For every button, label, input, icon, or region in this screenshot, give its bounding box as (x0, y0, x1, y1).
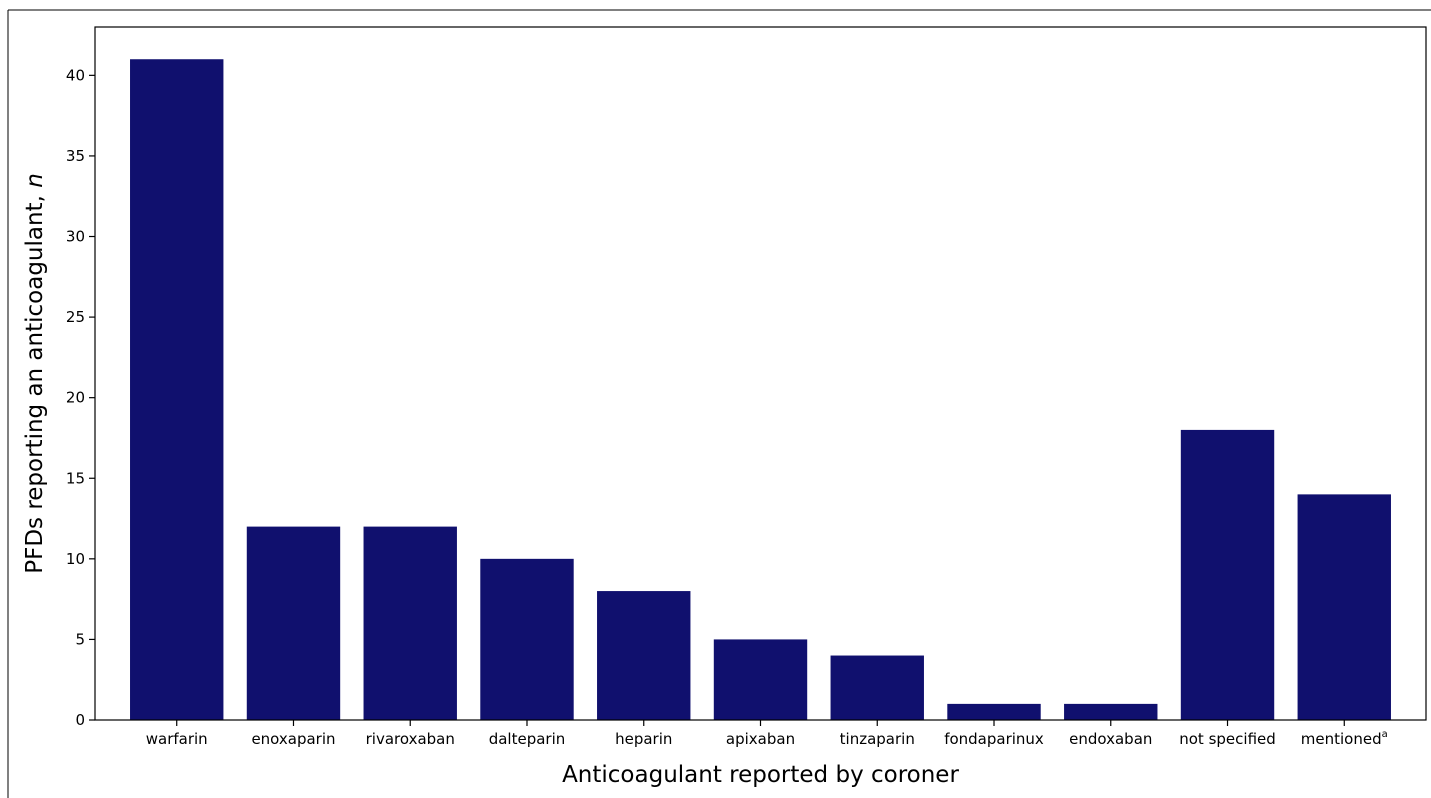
x-tick-label: not specified (1179, 730, 1276, 748)
y-tick-label: 10 (66, 550, 85, 568)
y-tick-label: 20 (66, 389, 85, 407)
x-tick-label: rivaroxaban (366, 730, 455, 748)
y-tick-label: 15 (66, 469, 85, 487)
bar-fondaparinux (947, 703, 1041, 720)
y-tick-label: 35 (66, 147, 85, 165)
bar-mentioned (1297, 494, 1391, 720)
x-tick-superscript: a (1382, 729, 1388, 740)
y-tick-label: 30 (66, 228, 85, 246)
x-tick-label: tinzaparin (840, 730, 915, 748)
x-tick-label: dalteparin (489, 730, 566, 748)
y-axis-label-italic: n (22, 173, 48, 188)
x-tick-label: enoxaparin (251, 730, 335, 748)
bar-warfarin (130, 59, 224, 721)
y-tick-label: 0 (75, 711, 85, 729)
x-tick-label: heparin (615, 730, 672, 748)
y-tick-label: 40 (66, 66, 85, 84)
bar-endoxaban (1064, 703, 1158, 720)
y-tick-label: 5 (75, 630, 85, 648)
y-axis: 0 5 10 15 20 25 30 35 40 (66, 66, 95, 729)
bar-not-specified (1180, 429, 1275, 720)
x-tick-label: fondaparinux (944, 730, 1044, 748)
x-tick-label: apixaban (726, 730, 795, 748)
bar-apixaban (713, 639, 808, 720)
y-axis-label-main: PFDs reporting an anticoagulant, (22, 188, 48, 574)
y-axis-label: PFDs reporting an anticoagulant, n (22, 173, 48, 574)
x-axis-label: Anticoagulant reported by coroner (562, 762, 959, 788)
bar-enoxaparin (246, 526, 341, 720)
x-tick-label: warfarin (146, 730, 208, 748)
bar-heparin (597, 591, 691, 720)
x-tick-label: endoxaban (1069, 730, 1152, 748)
y-tick-label: 25 (66, 308, 85, 326)
x-axis: warfarin enoxaparin rivaroxaban dalteparin h… (146, 720, 1388, 748)
bar-tinzaparin (830, 655, 924, 720)
bar-dalteparin (480, 558, 574, 720)
bars-group (130, 59, 1391, 721)
bar-rivaroxaban (363, 526, 457, 720)
x-tick-label: mentioneda (1301, 729, 1388, 748)
